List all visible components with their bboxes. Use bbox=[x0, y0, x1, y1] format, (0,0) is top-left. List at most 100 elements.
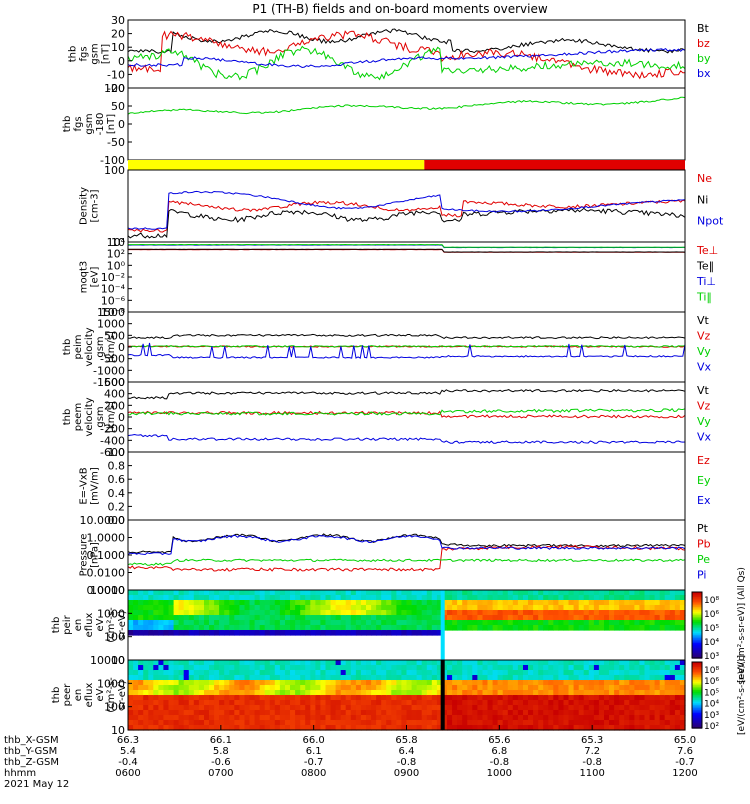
peer-cell bbox=[234, 695, 240, 701]
peer-cell bbox=[431, 675, 438, 681]
peir-cell bbox=[168, 615, 175, 621]
peer-cell bbox=[452, 690, 458, 696]
peir-cell bbox=[629, 620, 635, 626]
peer-cell bbox=[214, 680, 220, 686]
peer-cell bbox=[310, 715, 316, 721]
colorbar-1-swatch bbox=[692, 670, 702, 673]
peim-ylabel-line: gsm bbox=[95, 336, 106, 357]
peer-cell bbox=[578, 660, 585, 666]
peer-cell bbox=[153, 710, 159, 716]
peer-cell bbox=[533, 720, 539, 726]
peer-cell bbox=[153, 700, 159, 706]
peer-cell bbox=[254, 690, 261, 696]
peir-cell bbox=[467, 620, 473, 626]
peir-cell bbox=[457, 620, 463, 626]
fgs-ylabel-line: thb bbox=[68, 46, 79, 63]
peer-cell bbox=[229, 680, 235, 686]
peer-cell bbox=[563, 685, 570, 691]
peer-cell bbox=[644, 680, 651, 686]
peer-cell bbox=[249, 680, 256, 686]
peir-cell bbox=[360, 590, 367, 596]
colorbar-1-swatch bbox=[692, 683, 702, 686]
peim-legend-Vy: Vy bbox=[697, 345, 711, 358]
peer-cell bbox=[234, 725, 240, 731]
peer-cell bbox=[366, 725, 372, 731]
peer-cell bbox=[193, 720, 200, 726]
peer-cell bbox=[604, 710, 610, 716]
peer-cell bbox=[416, 715, 423, 721]
peer-cell bbox=[295, 695, 301, 701]
peir-cell bbox=[598, 595, 605, 601]
peir-cell bbox=[295, 600, 301, 606]
peer-cell bbox=[553, 685, 559, 691]
colorbar-1-swatch bbox=[692, 721, 702, 724]
peer-cell bbox=[315, 670, 322, 676]
peer-cell bbox=[295, 675, 301, 681]
peir-cell bbox=[457, 595, 463, 601]
peir-cell bbox=[664, 610, 671, 616]
efield-legend-Ex: Ex bbox=[697, 494, 711, 507]
peer-cell bbox=[457, 710, 463, 716]
peir-cell bbox=[588, 605, 595, 611]
peer-cell bbox=[614, 660, 620, 666]
peer-cell bbox=[128, 720, 134, 726]
peer-cell bbox=[366, 710, 372, 716]
peir-cell bbox=[609, 605, 615, 611]
peer-cell bbox=[528, 705, 534, 711]
peir-cell bbox=[249, 595, 256, 601]
peer-cell bbox=[619, 660, 625, 666]
peer-cell bbox=[325, 685, 332, 691]
peer-cell bbox=[447, 715, 453, 721]
peir-cell bbox=[548, 605, 554, 611]
peer-cell bbox=[345, 715, 352, 721]
peer-cell bbox=[492, 680, 499, 686]
peir-ylabel-line: peir bbox=[62, 614, 73, 634]
peer-cell bbox=[568, 720, 575, 726]
peer-cell bbox=[497, 695, 504, 701]
peer-cell bbox=[269, 675, 276, 681]
peir-cell bbox=[219, 625, 225, 631]
peir-cell bbox=[528, 615, 534, 621]
peer-cell bbox=[128, 725, 134, 731]
peer-cell bbox=[214, 720, 220, 726]
peir-cell bbox=[421, 625, 428, 631]
peer-ylabel-line: en bbox=[73, 689, 84, 702]
peir-cell bbox=[614, 600, 620, 606]
peir-cell bbox=[578, 605, 585, 611]
peir-cell bbox=[209, 600, 215, 606]
peir-cell bbox=[659, 615, 666, 621]
peer-cell bbox=[290, 690, 296, 696]
peir-cell bbox=[492, 600, 499, 606]
peir-cell bbox=[355, 615, 362, 621]
peer-cell bbox=[614, 685, 620, 691]
peer-cell bbox=[274, 700, 281, 706]
peir-cell bbox=[381, 595, 387, 601]
peir-cell bbox=[300, 600, 306, 606]
peer-cell bbox=[487, 690, 494, 696]
peer-cell bbox=[436, 675, 443, 681]
peir-cell bbox=[674, 610, 681, 616]
peir-cell bbox=[320, 600, 327, 606]
peir-cell bbox=[634, 610, 641, 616]
peer-cell bbox=[305, 715, 311, 721]
peir-cell bbox=[178, 625, 185, 631]
colorbar-1-swatch bbox=[692, 662, 702, 665]
peer-cell bbox=[214, 660, 220, 666]
peir-cell bbox=[401, 595, 408, 601]
peir-cell bbox=[421, 605, 428, 611]
peir-cell bbox=[219, 600, 225, 606]
peir-cell bbox=[305, 590, 311, 596]
peer-cell bbox=[381, 665, 387, 671]
density-legend-Npot: Npot bbox=[697, 215, 724, 228]
colorbar-0-swatch bbox=[692, 654, 702, 657]
colorbar-1-swatch bbox=[692, 695, 702, 698]
peir-cell bbox=[538, 605, 544, 611]
peer-cell bbox=[371, 670, 377, 676]
peir-cell bbox=[290, 620, 296, 626]
peer-cell bbox=[229, 705, 235, 711]
peer-cell bbox=[239, 725, 246, 731]
peir-cell bbox=[669, 615, 676, 621]
peir-cell bbox=[163, 610, 170, 616]
peir-cell bbox=[168, 590, 175, 596]
